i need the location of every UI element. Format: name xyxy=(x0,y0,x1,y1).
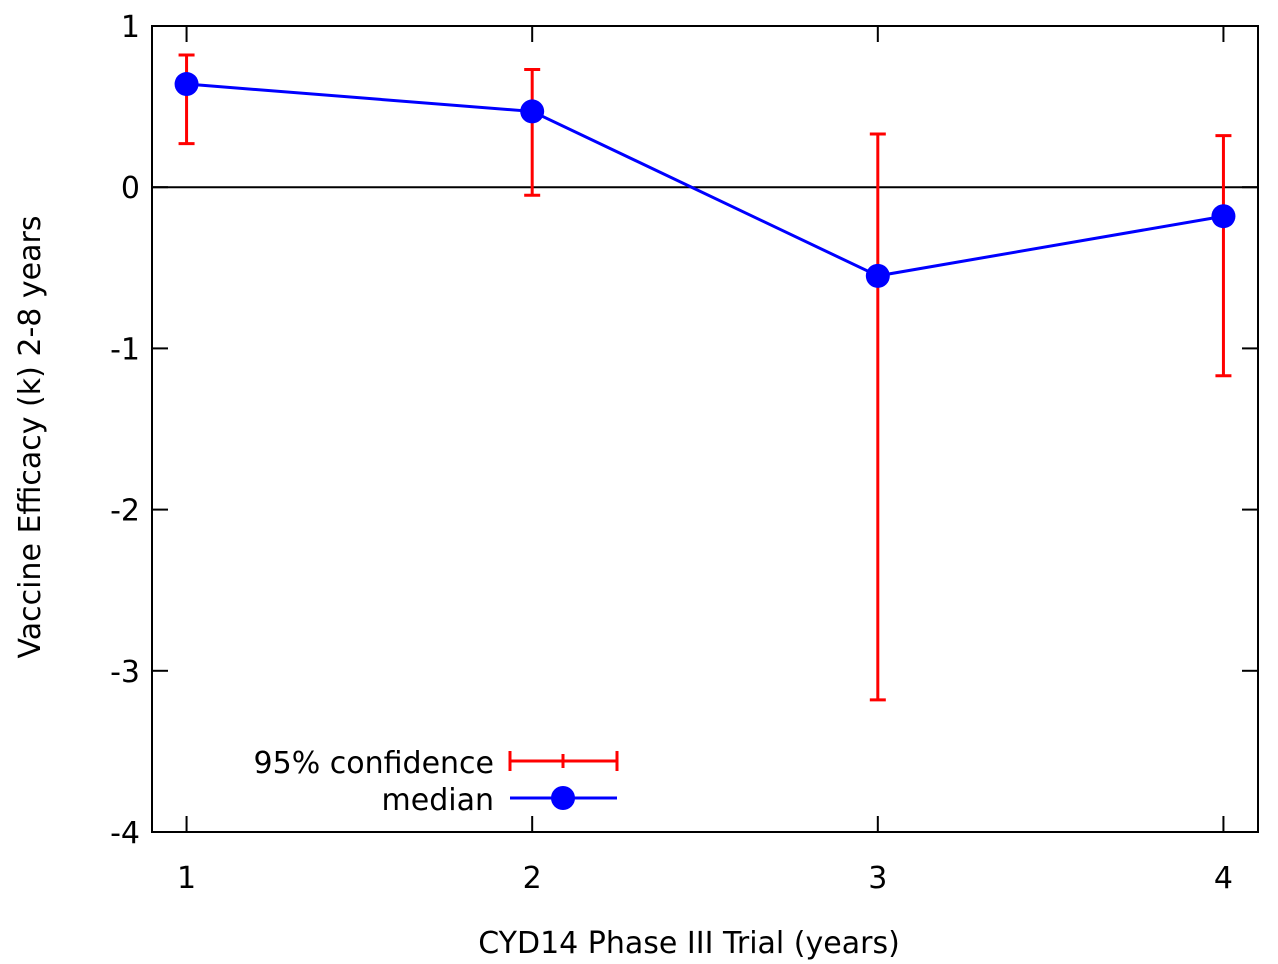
median-point xyxy=(1211,204,1236,229)
median-point xyxy=(520,99,545,124)
median-point xyxy=(865,263,890,288)
y-axis-ticks: 1 0 -1 -2 -3 -4 xyxy=(110,10,1258,851)
x-tick-label: 3 xyxy=(868,861,887,896)
x-axis-title: CYD14 Phase III Trial (years) xyxy=(478,926,900,961)
legend: 95% confidence median xyxy=(254,746,619,818)
plot-frame xyxy=(151,25,1259,833)
y-axis-title: Vaccine Efficacy (k) 2-8 years xyxy=(13,216,48,659)
y-tick-label: -3 xyxy=(110,655,140,690)
y-tick-label: -4 xyxy=(110,816,140,851)
y-tick-label: -2 xyxy=(110,494,140,529)
median-series-points xyxy=(174,72,1236,288)
median-point xyxy=(174,72,199,97)
x-tick-label: 2 xyxy=(523,861,542,896)
x-tick-label: 1 xyxy=(177,861,196,896)
legend-swatch-median-marker xyxy=(551,786,575,810)
legend-label-confidence: 95% confidence xyxy=(254,746,494,781)
median-series-line xyxy=(186,82,1224,278)
y-tick-label: -1 xyxy=(110,332,140,367)
confidence-errorbars xyxy=(178,53,1232,702)
legend-label-median: median xyxy=(382,783,494,818)
x-tick-label: 4 xyxy=(1214,861,1233,896)
x-axis-ticks: 1 2 3 4 xyxy=(177,26,1233,896)
y-tick-label: 1 xyxy=(121,10,140,45)
y-tick-label: 0 xyxy=(121,171,140,206)
